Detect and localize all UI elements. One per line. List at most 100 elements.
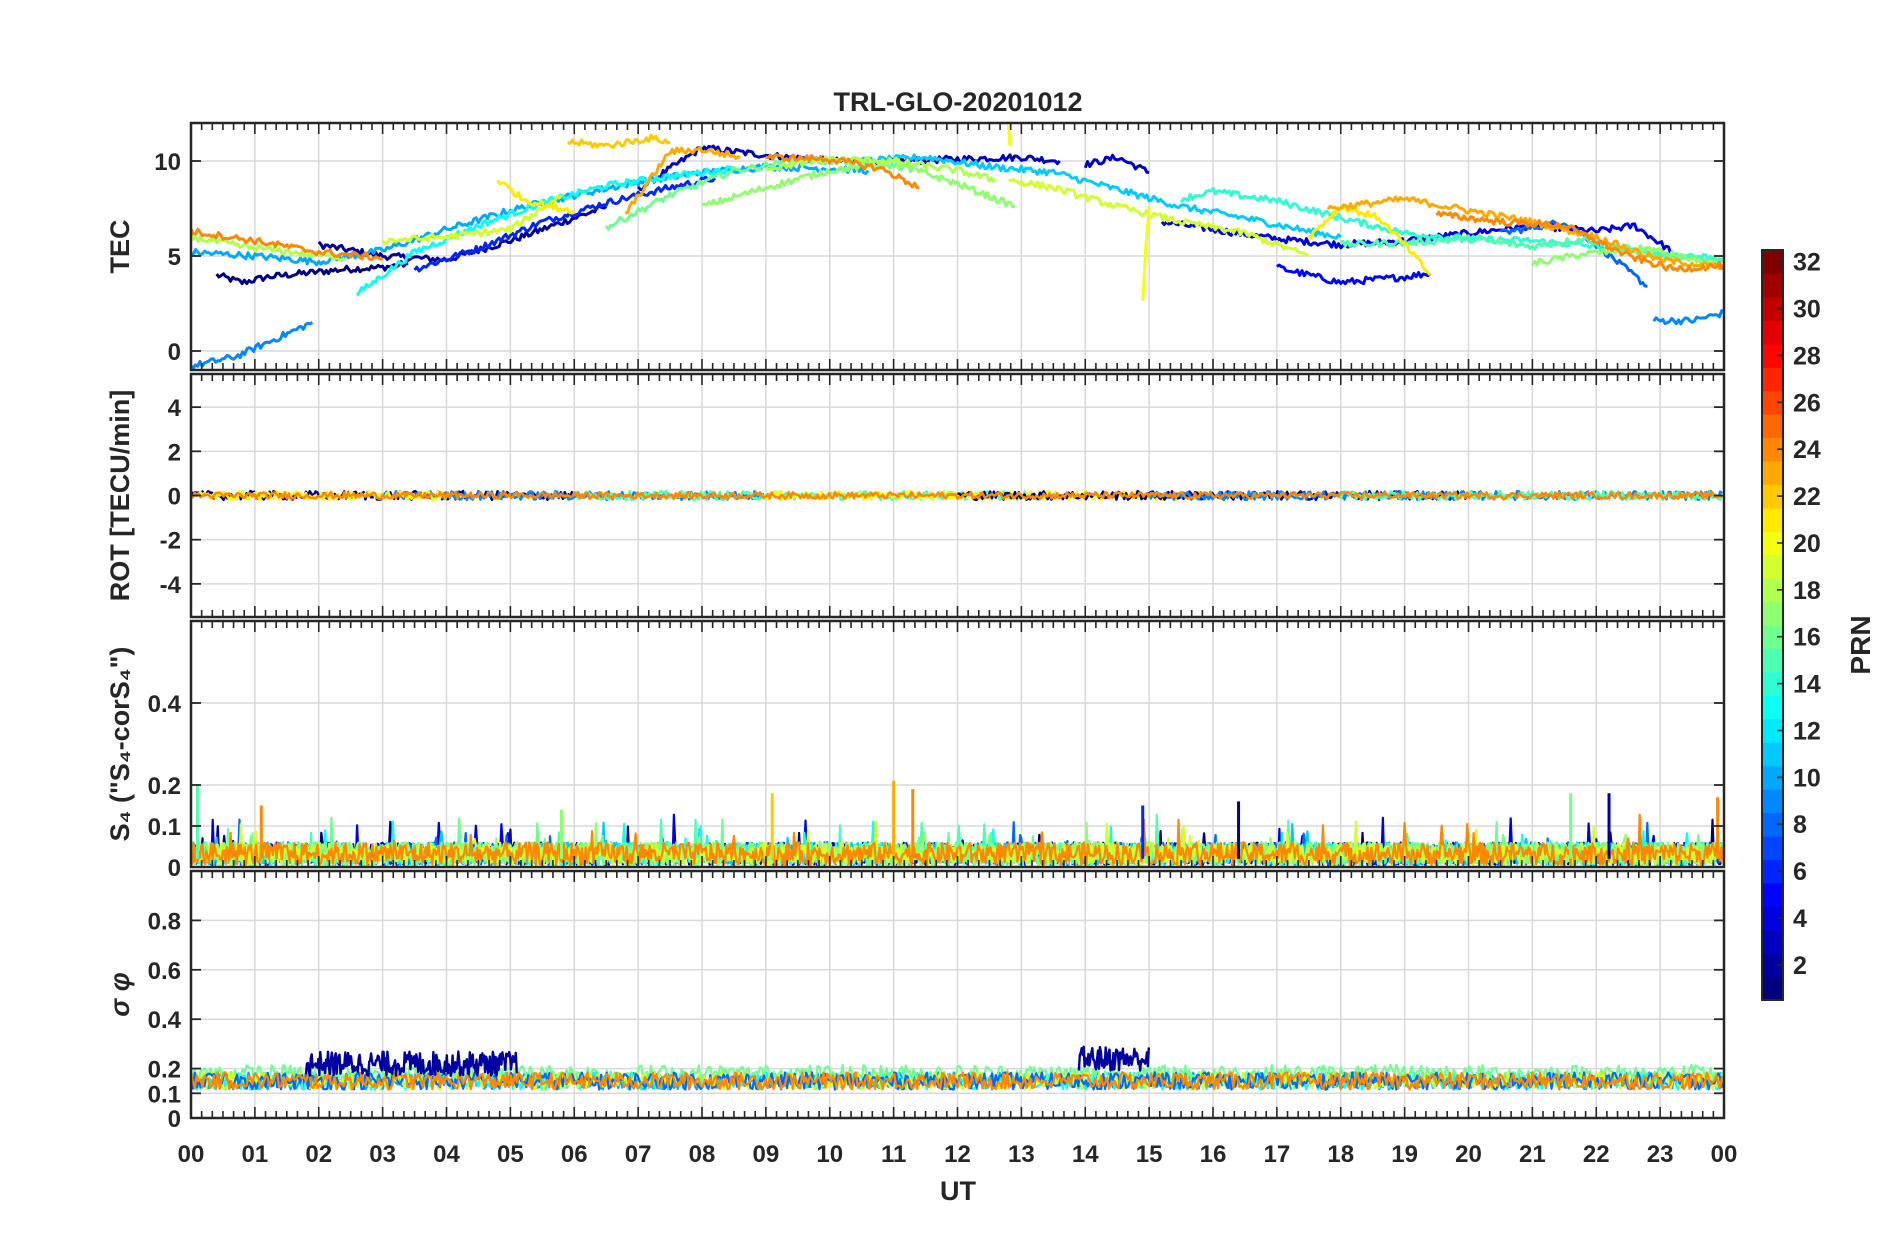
y-tick-label-rot: 0 [168, 484, 181, 511]
y-tick-label-s4: 0.2 [148, 773, 181, 800]
colorbar-segment-18 [1762, 578, 1783, 603]
colorbar-segment-19 [1762, 554, 1783, 579]
y-tick-label-s4: 0.1 [148, 814, 181, 841]
grid-s4 [191, 621, 1724, 868]
x-tick-label: 20 [1455, 1141, 1482, 1168]
x-tick-label: 01 [242, 1141, 269, 1168]
y-tick-label-rot: -4 [160, 572, 182, 599]
y-axis-label-tec: TEC [105, 220, 135, 274]
x-tick-label: 05 [497, 1141, 524, 1168]
y-tick-label-sigma_phi: 0.4 [148, 1007, 182, 1034]
colorbar-segment-14 [1762, 671, 1783, 696]
colorbar-tick-label: 10 [1793, 764, 1821, 792]
x-tick-label: 10 [816, 1141, 843, 1168]
y-tick-label-sigma_phi: 0.1 [148, 1081, 181, 1108]
x-tick-label: 19 [1391, 1141, 1418, 1168]
x-tick-label: 00 [1711, 1141, 1738, 1168]
y-tick-label-sigma_phi: 0.6 [148, 958, 181, 985]
x-tick-label: 06 [561, 1141, 588, 1168]
colorbar-segment-2 [1762, 953, 1783, 978]
chart-title: TRL-GLO-20201012 [833, 87, 1082, 117]
colorbar-segment-7 [1762, 835, 1783, 860]
series-rot [191, 489, 1724, 502]
colorbar-tick-label: 2 [1793, 952, 1807, 980]
tec-series-prn-24 [765, 153, 920, 190]
x-tick-label: 09 [753, 1141, 780, 1168]
colorbar-segment-21 [1762, 507, 1783, 532]
colorbar-segment-32 [1762, 250, 1783, 275]
panel-s4: 0 0.1 0.2 0.4 S₄ ("S₄-corS₄") [105, 619, 1726, 882]
y-tick-label-rot: 4 [168, 395, 182, 422]
colorbar-tick-label: 16 [1793, 624, 1821, 652]
x-tick-label: 00 [178, 1141, 205, 1168]
x-tick-label: 14 [1072, 1141, 1099, 1168]
y-tick-label-sigma_phi: 0.8 [148, 908, 181, 935]
colorbar-tick-label: 30 [1793, 296, 1821, 324]
tec-series-prn-6 [413, 175, 716, 273]
tec-series-prn-19 [381, 194, 563, 245]
colorbar-segment-10 [1762, 765, 1783, 790]
x-tick-label: 17 [1264, 1141, 1291, 1168]
colorbar-tick-label: 26 [1793, 389, 1821, 417]
colorbar-segment-16 [1762, 625, 1783, 650]
panel-sigma_phi: 00.10.2 0.4 0.6 0.8 σ φ [105, 869, 1726, 1133]
colorbar-segment-26 [1762, 390, 1783, 415]
colorbar-tick-label: 6 [1793, 858, 1807, 886]
colorbar-segment-9 [1762, 789, 1783, 814]
colorbar-segment-27 [1762, 367, 1783, 392]
x-tick-label: 13 [1008, 1141, 1035, 1168]
rot-series-prn-20 [191, 489, 448, 502]
minor-ticks-tec [190, 123, 1725, 370]
tec-series-prn-23 [1326, 195, 1724, 270]
tec-series-prn-24 [191, 227, 384, 262]
tec-series-prn-13 [355, 165, 734, 297]
colorbar-segment-28 [1762, 343, 1783, 368]
y-tick-label-s4: 0.4 [148, 691, 182, 718]
colorbar-segment-31 [1762, 273, 1783, 298]
y-tick-label-sigma_phi: 0 [168, 1106, 181, 1133]
colorbar-segment-23 [1762, 460, 1783, 485]
colorbar-segment-4 [1762, 906, 1783, 931]
rot-series-prn-20 [764, 489, 1213, 502]
tec-series-prn-20 [1141, 206, 1151, 302]
minor-ticks-s4 [190, 621, 1725, 867]
colorbar-segment-20 [1762, 531, 1783, 556]
colorbar-tick-label: 18 [1793, 577, 1821, 605]
y-tick-label-tec: 0 [168, 339, 181, 366]
y-tick-label-rot: 2 [168, 439, 181, 466]
x-tick-label: 23 [1647, 1141, 1674, 1168]
colorbar-segment-5 [1762, 882, 1783, 907]
colorbar-tick-label: 14 [1793, 671, 1821, 699]
colorbar-segment-12 [1762, 718, 1783, 743]
colorbar-frame [1761, 249, 1784, 1001]
tec-series-prn-9 [191, 321, 314, 370]
colorbar-segment-8 [1762, 812, 1783, 837]
colorbar-tick-label: 8 [1793, 811, 1807, 839]
y-tick-label-tec: 5 [168, 244, 181, 271]
colorbar-segment-17 [1762, 601, 1783, 626]
y-tick-label-rot: -2 [160, 528, 181, 555]
tec-series-prn-1 [215, 260, 409, 286]
colorbar-segment-13 [1762, 695, 1783, 720]
colorbar-segment-1 [1762, 976, 1783, 1001]
panel-rot: -4 -2 0 2 4 ROT [TECU/min] [105, 372, 1726, 619]
sigma-enhanced-prn-2 [304, 1050, 518, 1078]
tec-series-prn-11 [861, 153, 1342, 240]
tec-series-prn-3 [1083, 153, 1150, 174]
tec-series-prn-9 [1652, 309, 1724, 326]
colorbar-segment-11 [1762, 742, 1783, 767]
minor-ticks-sigma_phi [190, 871, 1725, 1118]
tec-series-prn-21 [496, 179, 576, 215]
x-tick-label: 15 [1136, 1141, 1163, 1168]
x-tick-label: 22 [1583, 1141, 1610, 1168]
minor-ticks-rot [190, 374, 1725, 617]
colorbar-segment-30 [1762, 296, 1783, 321]
colorbar-tick-label: 12 [1793, 717, 1821, 745]
tec-series-prn-18 [191, 233, 346, 262]
colorbar-tick-label: 28 [1793, 342, 1821, 370]
y-axis-label-s4: S₄ ("S₄-corS₄") [105, 647, 135, 842]
x-tick-label: 18 [1327, 1141, 1354, 1168]
colorbar-segment-3 [1762, 929, 1783, 954]
